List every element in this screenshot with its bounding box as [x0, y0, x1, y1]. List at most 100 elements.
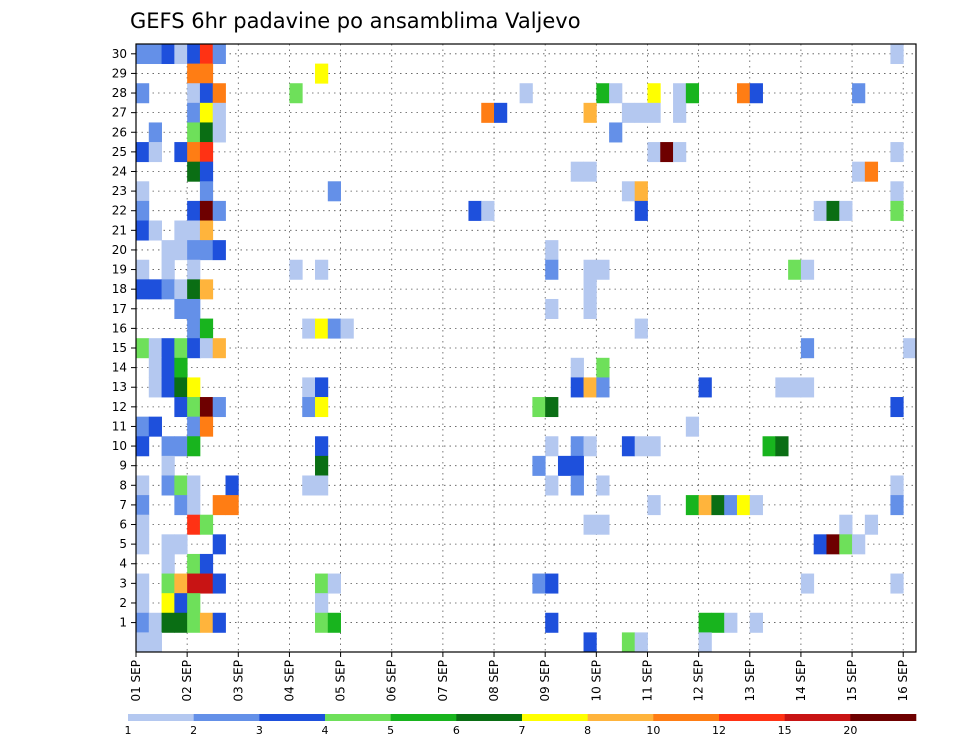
heatmap-cell — [673, 102, 687, 123]
heatmap-cell — [315, 455, 329, 476]
heatmap-cell — [174, 220, 188, 241]
heatmap-cell — [711, 612, 725, 633]
y-tick-label: 3 — [119, 576, 127, 590]
x-tick-label: 13 SEP — [743, 660, 757, 702]
heatmap-cell — [212, 573, 226, 594]
heatmap-cell — [148, 377, 162, 398]
heatmap-cell — [136, 514, 150, 535]
heatmap-cell — [148, 357, 162, 378]
x-tick-label: 03 SEP — [231, 660, 245, 702]
heatmap-cell — [852, 534, 866, 555]
legend-color-swatch — [850, 714, 917, 721]
heatmap-cell — [826, 534, 840, 555]
heatmap-cell — [187, 240, 201, 261]
heatmap-cell — [148, 44, 162, 65]
legend-color-swatch — [587, 714, 654, 721]
y-tick-label: 11 — [112, 419, 127, 433]
heatmap-cell — [634, 181, 648, 202]
heatmap-cell — [481, 102, 495, 123]
legend-color-swatch — [390, 714, 457, 721]
heatmap-cell — [315, 397, 329, 418]
heatmap-cell — [532, 573, 546, 594]
y-tick-label: 8 — [119, 478, 127, 492]
heatmap-cell — [532, 455, 546, 476]
heatmap-cell — [199, 102, 214, 123]
heatmap-cell — [187, 259, 201, 280]
heatmap-cell — [647, 142, 661, 163]
heatmap-cell — [212, 240, 226, 261]
heatmap-cell — [174, 240, 188, 261]
y-tick-label: 27 — [112, 106, 127, 120]
heatmap-cell — [161, 259, 175, 280]
heatmap-cell — [174, 142, 188, 163]
legend-color-swatch — [522, 714, 588, 721]
y-tick-label: 25 — [112, 145, 127, 159]
heatmap-cell — [289, 259, 303, 280]
heatmap-cell — [634, 632, 648, 653]
heatmap-cell — [570, 357, 584, 378]
heatmap-cell — [187, 279, 201, 300]
heatmap-cell — [161, 612, 175, 633]
heatmap-cell — [532, 397, 546, 418]
heatmap-cell — [788, 377, 802, 398]
legend-label: 2 — [190, 724, 197, 737]
legend-label: 7 — [519, 724, 526, 737]
heatmap-cell — [711, 495, 725, 516]
legend-color-swatch — [456, 714, 523, 721]
heatmap-cell — [519, 83, 533, 104]
heatmap-cell — [199, 553, 214, 574]
x-tick-label: 08 SEP — [487, 660, 501, 702]
heatmap-cell — [583, 514, 597, 535]
heatmap-cell — [545, 240, 559, 261]
legend-label: 5 — [387, 724, 394, 737]
heatmap-cell — [890, 397, 904, 418]
heatmap-cell — [187, 377, 201, 398]
heatmap-cell — [136, 573, 150, 594]
heatmap-cell — [826, 200, 840, 221]
legend-color-swatch — [784, 714, 851, 721]
heatmap-cell — [698, 632, 712, 653]
y-tick-label: 15 — [112, 341, 127, 355]
heatmap-cell — [199, 63, 214, 84]
heatmap-cell — [302, 397, 316, 418]
heatmap-cell — [583, 161, 597, 182]
heatmap-cell — [647, 436, 661, 457]
heatmap-cell — [788, 259, 802, 280]
heatmap-cell — [199, 612, 214, 633]
x-tick-label: 05 SEP — [334, 660, 348, 702]
heatmap-cell — [161, 455, 175, 476]
y-tick-label: 4 — [119, 557, 127, 571]
heatmap-cell — [570, 455, 584, 476]
y-tick-label: 20 — [112, 243, 127, 257]
heatmap-cell — [161, 475, 175, 496]
heatmap-cell — [890, 200, 904, 221]
heatmap-cell — [199, 240, 214, 261]
heatmap-cell — [136, 416, 150, 437]
heatmap-cell — [199, 181, 214, 202]
heatmap-cell — [212, 83, 226, 104]
heatmap-cell — [583, 436, 597, 457]
heatmap-cell — [813, 200, 827, 221]
y-tick-label: 1 — [119, 616, 127, 630]
heatmap-cell — [327, 318, 341, 339]
heatmap-cell — [800, 573, 815, 594]
heatmap-cell — [685, 495, 700, 516]
x-tick-label: 16 SEP — [896, 660, 910, 702]
heatmap-cell — [161, 357, 175, 378]
heatmap-cell — [660, 142, 674, 163]
heatmap-cell — [199, 122, 214, 143]
heatmap-cell — [647, 495, 661, 516]
y-tick-label: 28 — [112, 86, 127, 100]
heatmap-cell — [174, 612, 188, 633]
heatmap-cell — [749, 612, 763, 633]
heatmap-cell — [187, 338, 201, 359]
heatmap-cell — [634, 200, 648, 221]
heatmap-cell — [148, 142, 162, 163]
heatmap-cell — [749, 495, 763, 516]
heatmap-cell — [187, 220, 201, 241]
heatmap-cell — [583, 259, 597, 280]
heatmap-cell — [800, 338, 815, 359]
heatmap-cell — [212, 612, 226, 633]
heatmap-cell — [596, 259, 610, 280]
heatmap-cell — [187, 161, 201, 182]
